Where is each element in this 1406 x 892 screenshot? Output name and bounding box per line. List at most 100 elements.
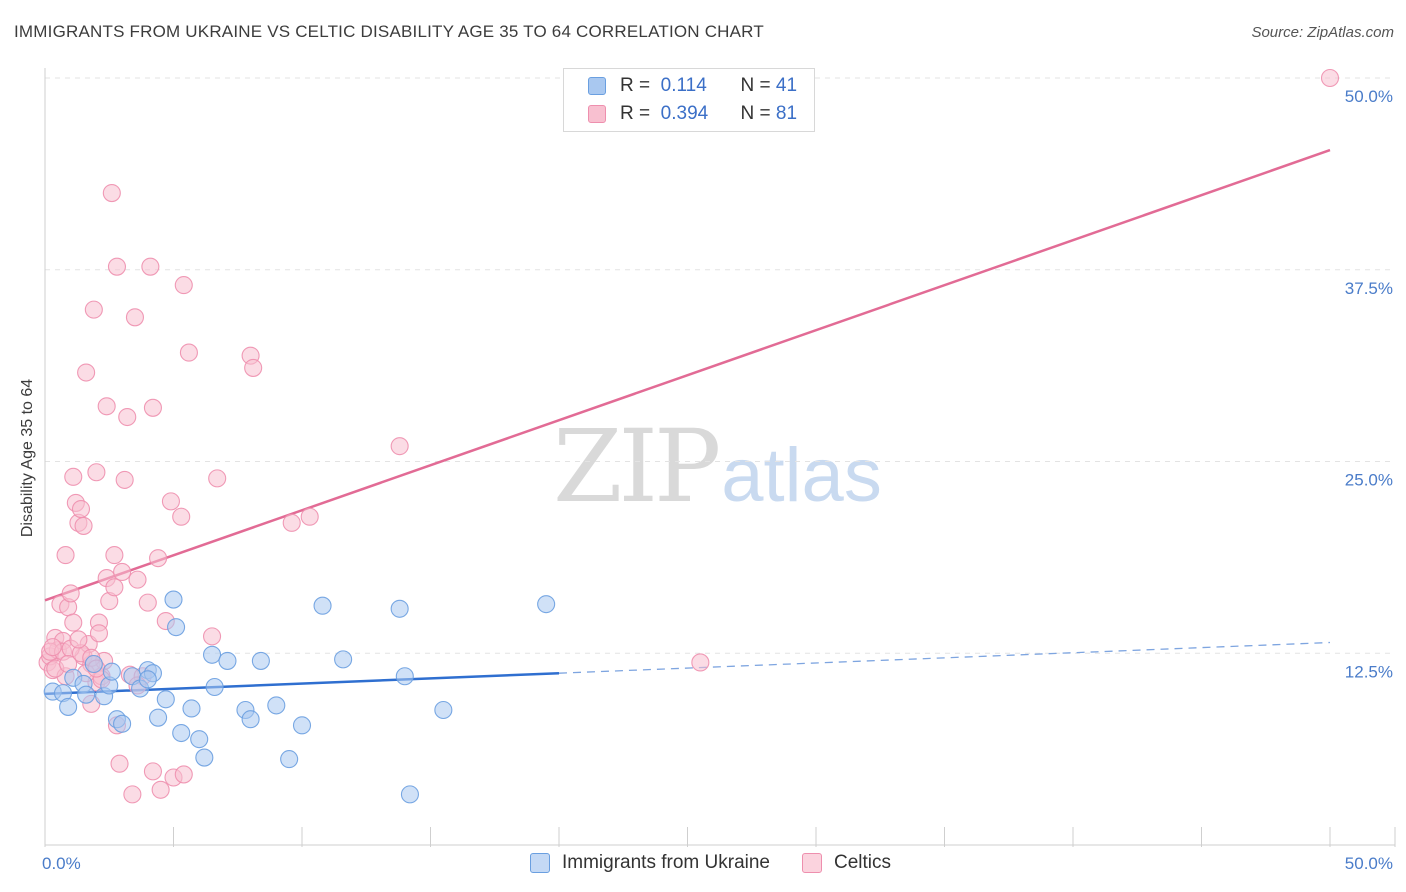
ukraine-point: [205, 677, 224, 697]
ukraine-point: [218, 651, 237, 670]
legend-n-value: 41: [775, 75, 798, 96]
legend-r-value: 0.114: [660, 75, 707, 96]
legend-item-celtics[interactable]: Celtics: [802, 852, 891, 874]
celtics-point: [174, 765, 193, 784]
celtics-point: [74, 516, 93, 535]
celtics-point: [87, 463, 106, 482]
celtics-point: [172, 507, 191, 526]
ukraine-point: [267, 696, 286, 715]
celtics-point: [125, 308, 144, 327]
celtics-point: [105, 578, 124, 597]
celtics-point: [43, 638, 62, 657]
ukraine-point: [434, 700, 453, 720]
celtics-point: [143, 398, 162, 417]
legend-swatch-ukraine: [588, 77, 606, 95]
ukraine-point: [182, 699, 201, 718]
celtics-point: [174, 276, 193, 295]
celtics-point: [123, 785, 142, 804]
ukraine-point: [280, 750, 299, 769]
x-tick-label: 50.0%: [1345, 854, 1393, 873]
ukraine-trend-extension: [558, 641, 1331, 674]
celtics-point: [64, 613, 83, 632]
ukraine-point: [313, 596, 332, 615]
legend-row-ukraine: R = 0.114 N = 41: [588, 74, 797, 98]
celtics-point: [71, 500, 91, 519]
celtics-point: [151, 780, 170, 799]
ukraine-point: [149, 708, 168, 727]
y-tick-label: 50.0%: [1345, 87, 1393, 106]
celtics-point: [179, 343, 198, 362]
celtics-point: [141, 257, 160, 276]
celtics-point: [143, 762, 162, 781]
ukraine-point: [156, 690, 175, 709]
trend-lines: [44, 148, 1331, 696]
legend-n-value: 81: [775, 103, 798, 124]
y-tick-label: 37.5%: [1345, 279, 1393, 298]
ukraine-point: [203, 645, 222, 664]
celtics-point: [89, 624, 109, 643]
legend-n-label: N =: [740, 103, 771, 124]
celtics-point: [282, 513, 301, 532]
ukraine-point: [395, 667, 414, 686]
celtics-point: [110, 754, 129, 773]
celtics-point: [1320, 68, 1340, 88]
celtics-point: [61, 584, 80, 603]
ukraine-point: [77, 685, 96, 704]
celtics-point: [77, 363, 96, 382]
celtics-point: [203, 627, 222, 646]
celtics-point: [69, 630, 88, 649]
celtics-point: [107, 257, 127, 276]
ukraine-point: [164, 590, 183, 609]
ukraine-point: [190, 730, 209, 749]
legend-swatch-celtics: [588, 105, 606, 123]
ukraine-point: [334, 650, 353, 669]
ukraine-point: [59, 697, 78, 716]
legend-row-celtics: R = 0.394 N = 81: [588, 102, 797, 126]
celtics-point: [56, 546, 75, 565]
legend-swatch-celtics: [802, 853, 822, 873]
celtics-point: [115, 470, 134, 489]
y-tick-label: 12.5%: [1345, 662, 1393, 681]
data-points: [38, 68, 1340, 804]
legend-n-label: N =: [740, 75, 771, 96]
celtics-point: [102, 184, 121, 203]
x-tick-label: 0.0%: [42, 854, 81, 873]
celtics-point: [128, 570, 147, 589]
axes: [44, 68, 1396, 847]
celtics-point: [300, 507, 319, 526]
legend-r-label: R =: [620, 103, 651, 124]
legend-r-value: 0.394: [660, 103, 709, 124]
y-tick-label: 25.0%: [1345, 471, 1393, 490]
correlation-legend: R = 0.114 N = 41 R = 0.394 N = 81: [563, 68, 815, 132]
ukraine-point: [102, 662, 121, 681]
celtics-point: [105, 546, 124, 565]
legend-r-label: R =: [620, 75, 651, 96]
legend-item-ukraine[interactable]: Immigrants from Ukraine: [530, 852, 770, 874]
celtics-point: [113, 562, 132, 581]
legend-swatch-ukraine: [530, 853, 550, 873]
celtics-point: [244, 358, 263, 377]
ukraine-point: [167, 618, 186, 637]
ukraine-point: [172, 723, 191, 743]
ukraine-point: [251, 651, 270, 670]
ukraine-point: [138, 670, 157, 689]
celtics-point: [64, 467, 83, 486]
ukraine-point: [400, 785, 419, 804]
ukraine-point: [195, 748, 214, 767]
series-legend: Immigrants from Ukraine Celtics: [530, 852, 923, 874]
legend-label-ukraine: Immigrants from Ukraine: [562, 852, 770, 873]
celtics-point: [84, 300, 103, 319]
celtics-point: [138, 593, 157, 612]
ukraine-point: [113, 714, 132, 733]
celtics-point: [161, 492, 180, 511]
ukraine-point: [537, 595, 556, 614]
celtics-point: [118, 407, 137, 427]
celtics-point: [149, 549, 168, 568]
source-label: Source: ZipAtlas.com: [1251, 24, 1394, 41]
celtics-point: [390, 437, 409, 456]
celtics-point: [97, 397, 116, 416]
legend-label-celtics: Celtics: [834, 852, 892, 873]
celtics-point: [691, 653, 710, 672]
chart-title: IMMIGRANTS FROM UKRAINE VS CELTIC DISABI…: [14, 22, 764, 41]
